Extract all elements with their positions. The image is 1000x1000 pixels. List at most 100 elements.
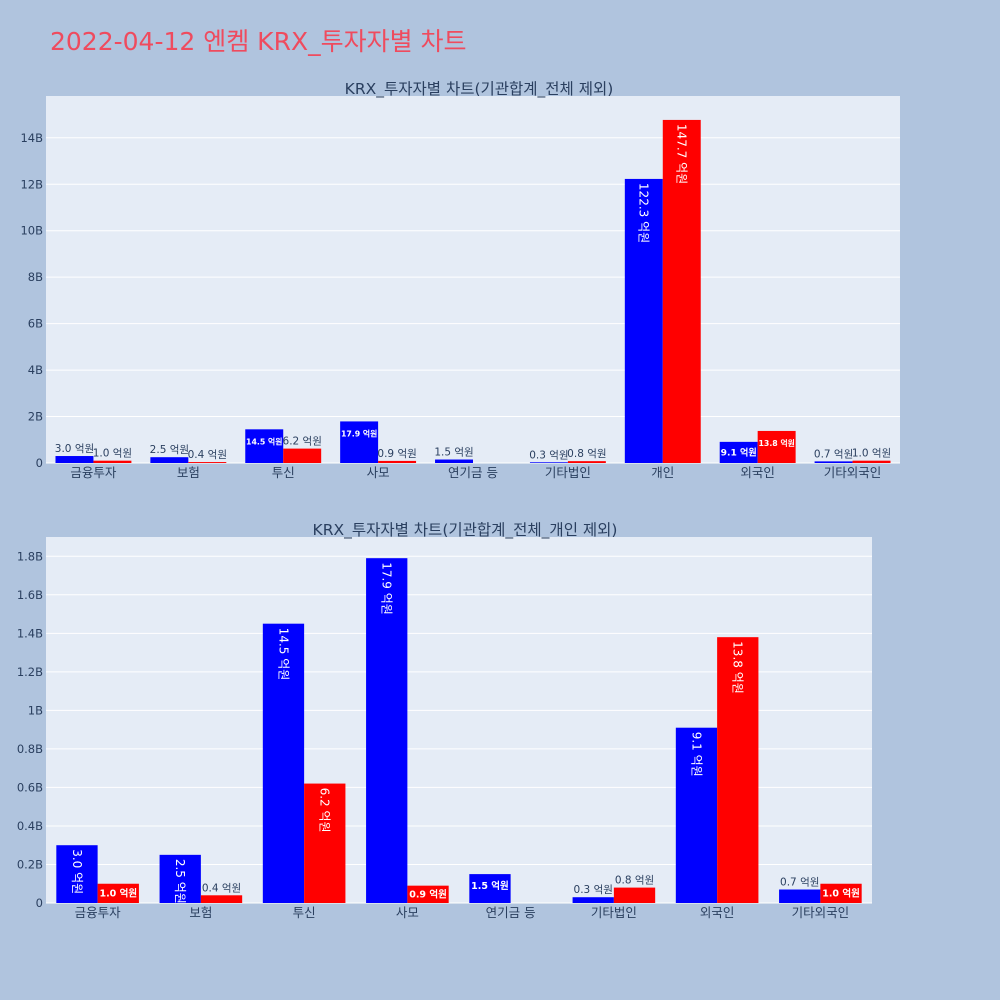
bar [188, 462, 227, 463]
page-title: 2022-04-12 엔켐 KRX_투자자별 차트 [50, 27, 467, 56]
data-label: 1.0 억원 [822, 887, 860, 899]
bar [262, 623, 305, 903]
y-tick-label: 1.4B [17, 626, 43, 640]
x-tick-label: 연기금 등 [486, 905, 536, 920]
chart-title: KRX_투자자별 차트(기관합계_전체 제외) [345, 80, 614, 99]
y-tick-label: 0 [36, 456, 43, 470]
bar [757, 430, 796, 463]
data-label: 0.4 억원 [188, 449, 227, 461]
data-label: 3.0 억원 [70, 849, 84, 894]
bar [340, 421, 379, 463]
y-tick-label: 0.2B [17, 857, 43, 871]
y-tick-label: 1.6B [17, 588, 43, 602]
bar [814, 461, 853, 463]
x-tick-label: 금융투자 [70, 465, 117, 480]
bar [719, 441, 758, 463]
x-tick-label: 사모 [396, 905, 419, 920]
x-tick-label: 외국인 [740, 465, 775, 480]
bar [245, 429, 284, 463]
chart-2: 0 0.2B 0.4B 0.6B 0.8B 1B 1.2B 1.4B 1.6B 1.8B KRX_투… [17, 521, 872, 920]
bar [55, 456, 94, 463]
x-tick-label: 기타법인 [545, 465, 591, 480]
data-label: 14.5 억원 [276, 628, 290, 681]
data-label: 17.9 억원 [380, 562, 394, 615]
data-label: 0.3 억원 [529, 449, 568, 461]
bar [56, 845, 98, 903]
x-tick-label: 개인 [651, 465, 674, 480]
x-tick-label: 사모 [367, 465, 390, 480]
data-label: 9.1 억원 [721, 446, 757, 458]
y-tick-label: 2B [28, 410, 43, 424]
chart-1: 0 2B 4B 6B 8B 10B 12B 14B KRX_투자자별 차트(기관합계_전체 제외… [20, 80, 900, 480]
data-label: 0.3 억원 [574, 884, 613, 896]
data-label: 0.7 억원 [780, 877, 819, 889]
y-tick-label: 0.6B [17, 780, 43, 794]
bar [567, 461, 606, 463]
chart-title: KRX_투자자별 차트(기관합계_전체_개인 제외) [313, 521, 618, 540]
bar [435, 459, 473, 463]
data-label: 0.8 억원 [567, 448, 606, 460]
y-tick-label: 1.8B [17, 549, 43, 563]
data-label: 0.7 억원 [814, 448, 853, 460]
data-label: 0.4 억원 [202, 882, 241, 894]
x-tick-label: 연기금 등 [448, 465, 498, 480]
bar [469, 874, 511, 903]
x-tick-label: 기타외국인 [824, 465, 882, 480]
y-tick-label: 8B [28, 270, 43, 284]
data-label: 0.9 억원 [377, 448, 416, 460]
bar [717, 637, 759, 903]
bar [852, 460, 891, 463]
x-tick-label: 기타법인 [591, 905, 637, 920]
plot-area [46, 96, 900, 463]
bar [407, 885, 449, 903]
data-label: 3.0 억원 [55, 443, 94, 455]
bar [675, 727, 718, 903]
x-tick-label: 외국인 [700, 905, 735, 920]
bar [624, 178, 663, 464]
data-label: 6.2 억원 [318, 788, 332, 833]
x-tick-label: 보험 [177, 465, 200, 480]
bar [613, 887, 656, 903]
bar [159, 854, 201, 903]
bar [378, 460, 417, 463]
y-tick-label: 1.2B [17, 665, 43, 679]
data-label: 1.5 억원 [434, 447, 473, 459]
data-label: 122.3 억원 [637, 183, 651, 243]
y-tick-label: 0 [36, 896, 43, 910]
data-label: 147.7 억원 [675, 124, 689, 184]
data-label: 2.5 억원 [150, 444, 189, 456]
y-tick-label: 1B [28, 703, 43, 717]
bar [529, 462, 568, 463]
bar [304, 783, 346, 903]
data-label: 2.5 억원 [173, 859, 187, 904]
x-tick-label: 투신 [272, 465, 295, 480]
data-label: 0.8 억원 [615, 875, 654, 887]
y-tick-label: 0.8B [17, 742, 43, 756]
bar [779, 889, 821, 903]
data-label: 13.8 억원 [731, 641, 745, 694]
x-tick-label: 기타외국인 [792, 905, 850, 920]
y-tick-label: 12B [20, 177, 43, 191]
y-tick-label: 4B [28, 363, 43, 377]
data-label: 17.9 억원 [341, 428, 377, 438]
bar [150, 457, 189, 463]
bar [97, 883, 139, 903]
bar [572, 897, 614, 903]
data-label: 1.0 억원 [99, 887, 137, 899]
y-tick-label: 6B [28, 317, 43, 331]
bar [820, 883, 862, 903]
data-label: 0.9 억원 [409, 888, 447, 900]
x-tick-label: 투신 [293, 905, 316, 920]
bar [366, 558, 408, 903]
data-label: 1.5 억원 [471, 880, 509, 892]
y-tick-label: 10B [20, 224, 43, 238]
x-tick-label: 금융투자 [75, 905, 122, 920]
bar [200, 895, 243, 903]
data-label: 14.5 억원 [246, 436, 282, 446]
y-tick-label: 14B [20, 131, 43, 145]
bar [93, 460, 132, 463]
data-label: 13.8 억원 [758, 438, 794, 448]
bar [283, 448, 322, 463]
data-label: 9.1 억원 [689, 732, 703, 777]
